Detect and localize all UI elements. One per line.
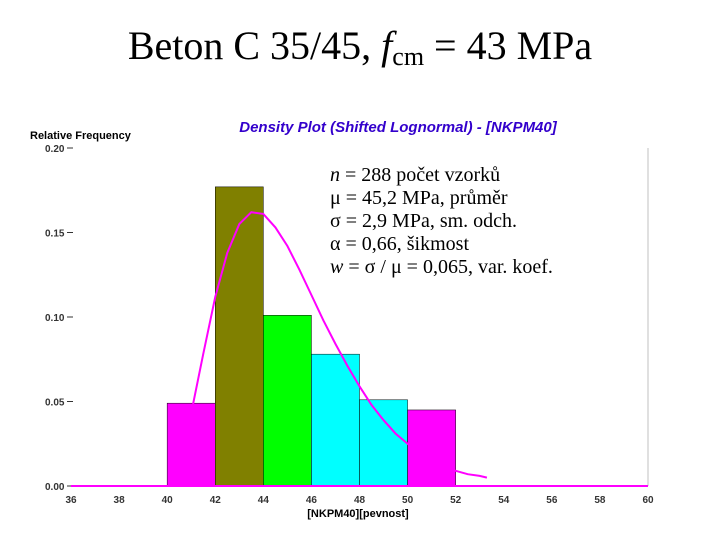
x-tick-label: 56 [546, 495, 558, 506]
histogram-bar-3 [263, 315, 312, 487]
y-tick-label: 0.00 [45, 482, 65, 493]
x-tick-label: 44 [258, 495, 270, 506]
y-tick-label: 0.15 [45, 229, 65, 240]
stat-sigma: σ = 2,9 MPa, sm. odch. [330, 210, 553, 233]
x-tick-label: 52 [450, 495, 462, 506]
histogram-bars [166, 186, 456, 487]
title-f-symbol: f [381, 23, 393, 68]
stat-mu-text: = 45,2 MPa, průměr [340, 187, 508, 209]
stat-alpha-symbol: α [330, 233, 341, 255]
density-curve [178, 211, 488, 479]
x-tick-label: 36 [65, 495, 77, 506]
title-subscript: cm [392, 42, 425, 71]
x-tick-label: 40 [162, 495, 174, 506]
y-tick-label: 0.20 [45, 144, 65, 155]
x-tick-label: 38 [114, 495, 126, 506]
x-tick-label: 42 [210, 495, 222, 506]
stat-w-symbol: w [330, 256, 344, 278]
stat-w-text: = σ / μ = 0,065, var. koef. [343, 256, 553, 278]
x-tick-label: 48 [354, 495, 366, 506]
stat-n: n = 288 počet vzorků [330, 164, 553, 187]
y-tick-label: 0.05 [45, 398, 65, 409]
title-suffix: = 43 MPa [424, 23, 593, 68]
y-tick-labels: 0.00 0.05 0.10 0.15 0.20 [45, 144, 73, 493]
x-tick-label: 46 [306, 495, 318, 506]
statistics-box: n = 288 počet vzorků μ = 45,2 MPa, průmě… [330, 164, 553, 279]
x-tick-label: 58 [594, 495, 606, 506]
stat-sigma-symbol: σ [330, 210, 341, 232]
stat-mu-symbol: μ [330, 187, 341, 209]
histogram-bar-2 [215, 186, 264, 487]
x-axis-label: [NKPM40][pevnost] [307, 508, 409, 520]
slide-title: Beton C 35/45, fcm = 43 MPa [0, 26, 720, 70]
stat-mu: μ = 45,2 MPa, průměr [330, 187, 553, 210]
x-tick-labels: 36 38 40 42 44 46 48 50 52 54 56 58 60 [65, 495, 654, 506]
stat-alpha: α = 0,66, šikmost [330, 233, 553, 256]
x-tick-label: 60 [642, 495, 654, 506]
histogram-bar-5 [359, 399, 408, 487]
x-tick-label: 54 [498, 495, 510, 506]
stat-n-text: = 288 počet vzorků [340, 164, 501, 186]
stat-sigma-text: = 2,9 MPa, sm. odch. [340, 210, 518, 232]
stat-w: w = σ / μ = 0,065, var. koef. [330, 256, 553, 279]
histogram-bar-6 [407, 409, 456, 487]
title-prefix: Beton C 35/45, [127, 23, 382, 68]
chart-title: Density Plot (Shifted Lognormal) - [NKPM… [239, 119, 558, 136]
x-tick-label: 50 [402, 495, 414, 506]
histogram-bar-4 [311, 353, 360, 487]
y-axis-label: Relative Frequency [30, 130, 132, 142]
y-tick-label: 0.10 [45, 313, 65, 324]
stat-alpha-text: = 0,66, šikmost [340, 233, 469, 255]
stat-n-symbol: n [330, 164, 340, 186]
